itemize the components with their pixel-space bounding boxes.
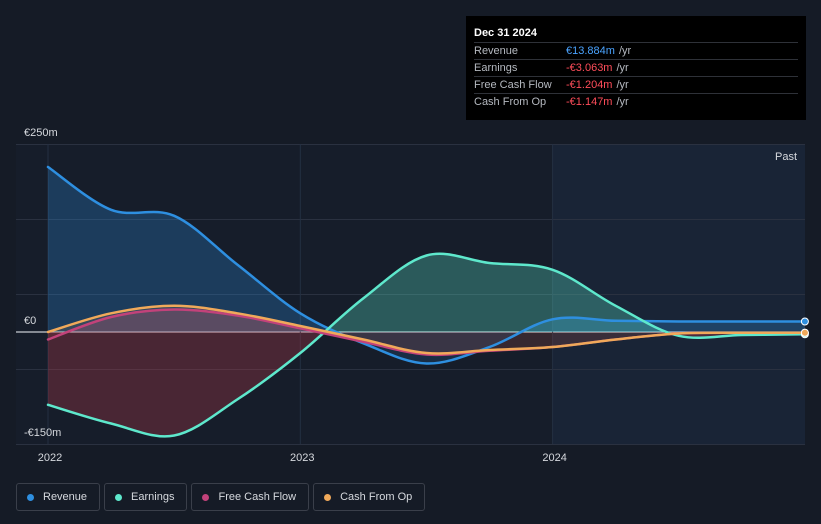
tooltip-label: Revenue: [474, 45, 519, 57]
area-free-cash-flow-negative: [48, 332, 805, 355]
legend-dot-icon: [115, 493, 123, 501]
tooltip-value: -€3.063m: [566, 62, 613, 74]
legend-dot-icon: [202, 493, 210, 501]
legend-label: Free Cash Flow: [218, 491, 297, 503]
area-revenue-negative: [48, 332, 805, 364]
line-cash-from-op: [46, 304, 807, 355]
y-tick-label: -€150m: [24, 427, 61, 439]
y-axis-tick-labels: €250m €0 -€150m: [24, 127, 61, 439]
tooltip-unit: /yr: [618, 45, 632, 57]
x-tick-label: 2023: [290, 452, 314, 464]
series-lines: [46, 165, 807, 438]
series-areas: [48, 167, 805, 437]
tooltip-row-free-cash-flow: Free Cash Flow -€1.204m /yr: [474, 76, 798, 93]
past-label: Past: [775, 151, 797, 163]
line-revenue: [46, 165, 807, 365]
area-revenue-positive: [48, 167, 805, 332]
legend-item-revenue[interactable]: Revenue: [16, 483, 101, 511]
area-free-cash-flow-positive: [48, 309, 805, 332]
y-tick-label: €0: [24, 315, 36, 327]
legend-label: Earnings: [131, 491, 175, 503]
x-axis-tick-labels: 2022 2023 2024: [38, 452, 567, 464]
tooltip-label: Cash From Op: [474, 96, 547, 108]
legend-item-earnings[interactable]: Earnings: [104, 483, 188, 511]
grid-lines: [16, 144, 805, 445]
area-cash-from-op-negative: [48, 332, 805, 354]
tooltip: Dec 31 2024 Revenue €13.884m /yr Earning…: [466, 16, 806, 120]
end-dot-revenue: [800, 317, 809, 326]
legend-label: Cash From Op: [340, 491, 413, 503]
legend: Revenue Earnings Free Cash Flow Cash Fro…: [16, 483, 426, 511]
tooltip-unit: /yr: [616, 96, 629, 108]
legend-item-free-cash-flow[interactable]: Free Cash Flow: [191, 483, 310, 511]
x-tick-label: 2022: [38, 452, 62, 464]
tooltip-label: Free Cash Flow: [474, 79, 552, 91]
tooltip-date: Dec 31 2024: [474, 27, 537, 39]
tooltip-value: -€1.147m: [566, 96, 613, 108]
series-end-dots: [800, 317, 809, 339]
tooltip-row-earnings: Earnings -€3.063m /yr: [474, 59, 798, 76]
tooltip-value: -€1.204m: [566, 79, 613, 91]
legend-dot-icon: [27, 493, 34, 501]
legend-label: Revenue: [43, 491, 88, 503]
tooltip-label: Earnings: [474, 62, 518, 74]
area-cash-from-op-positive: [48, 305, 805, 332]
tooltip-row-cash-from-op: Cash From Op -€1.147m /yr: [474, 93, 798, 110]
line-earnings: [46, 252, 807, 438]
y-tick-label: €250m: [24, 127, 58, 139]
tooltip-unit: /yr: [616, 79, 629, 91]
tooltip-value: €13.884m: [566, 45, 615, 57]
legend-item-cash-from-op[interactable]: Cash From Op: [313, 483, 426, 511]
legend-dot-icon: [324, 493, 332, 501]
area-earnings-positive: [48, 253, 805, 332]
end-dot-cash-from-op: [800, 328, 809, 337]
tooltip-row-revenue: Revenue €13.884m /yr: [474, 42, 798, 59]
x-tick-label: 2024: [542, 452, 566, 464]
tooltip-unit: /yr: [616, 62, 629, 74]
area-earnings-negative: [48, 332, 805, 437]
